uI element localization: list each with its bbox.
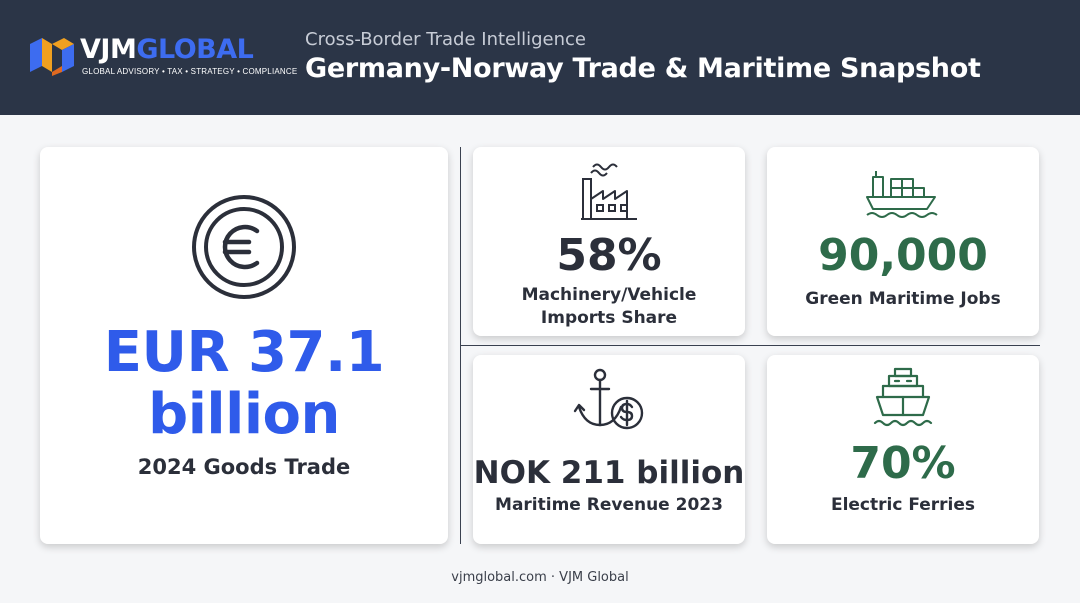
ferry-icon (873, 367, 933, 427)
page-title: Germany-Norway Trade & Maritime Snapshot (305, 53, 981, 84)
header-bar: VJMGLOBAL GLOBAL ADVISORY • TAX • STRATE… (0, 0, 1080, 115)
footer-credit[interactable]: vjmglobal.com · VJM Global (451, 570, 629, 585)
maritime-revenue-label: Maritime Revenue 2023 (495, 495, 723, 515)
green-jobs-card: 90,000 Green Maritime Jobs (767, 147, 1039, 336)
goods-trade-card: EUR 37.1 billion 2024 Goods Trade (40, 147, 448, 544)
grid-divider-horizontal (460, 345, 1040, 346)
euro-coin-icon (192, 195, 296, 299)
electric-ferries-label: Electric Ferries (830, 495, 976, 515)
machinery-share-value: 58% (556, 230, 662, 281)
maritime-revenue-card: NOK 211 billion Maritime Revenue 2023 (473, 355, 745, 544)
header-kicker: Cross-Border Trade Intelligence (305, 29, 586, 50)
logo-wordmark: VJMGLOBAL (80, 34, 254, 65)
machinery-share-card: 58% Machinery/Vehicle Imports Share (473, 147, 745, 336)
anchor-coin-icon (573, 368, 644, 430)
machinery-share-label: Machinery/Vehicle Imports Share (521, 285, 697, 328)
electric-ferries-value: 70% (850, 438, 956, 489)
logo-tagline: GLOBAL ADVISORY • TAX • STRATEGY • COMPL… (82, 67, 298, 76)
green-jobs-label: Green Maritime Jobs (805, 289, 1001, 309)
green-jobs-value: 90,000 (818, 230, 988, 281)
maritime-revenue-value: NOK 211 billion (473, 455, 745, 491)
factory-icon (581, 163, 637, 220)
vjm-global-logo[interactable]: VJMGLOBAL GLOBAL ADVISORY • TAX • STRATE… (28, 34, 297, 80)
electric-ferries-card: 70% Electric Ferries (767, 355, 1039, 544)
cargo-ship-icon (866, 171, 938, 218)
logo-mark-icon (30, 38, 74, 76)
goods-trade-value: EUR 37.1 billion (103, 320, 385, 447)
goods-trade-label: 2024 Goods Trade (137, 455, 351, 479)
